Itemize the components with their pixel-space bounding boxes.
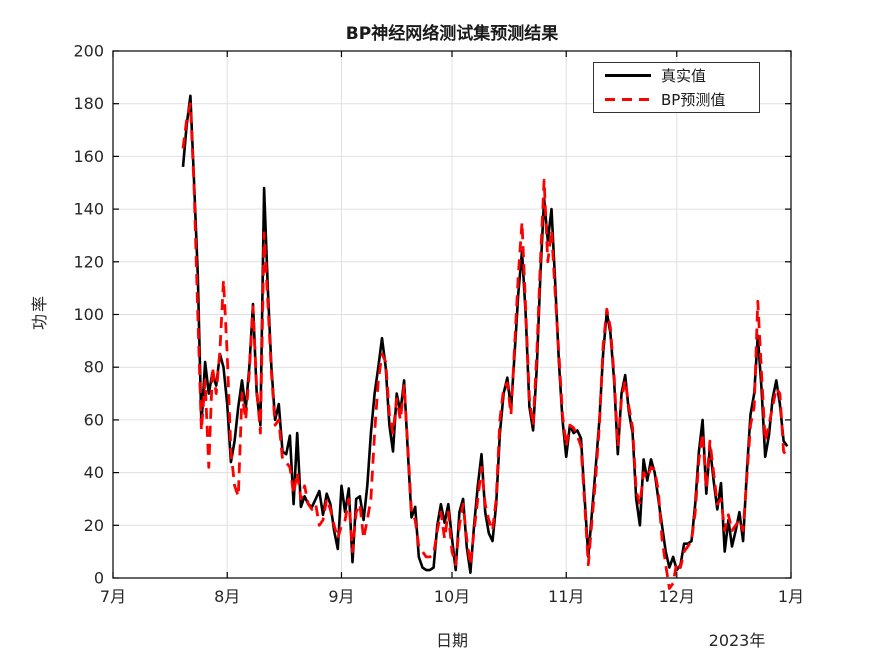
- legend-label-pred: BP预测值: [661, 90, 726, 109]
- chart-title: BP神经网络测试集预测结果: [345, 24, 559, 44]
- x-tick-label: 8月: [214, 587, 240, 606]
- y-tick-label: 60: [84, 410, 104, 429]
- x-tick-label: 9月: [328, 587, 354, 606]
- y-tick-label: 0: [94, 569, 104, 588]
- x-tick-label: 11月: [548, 587, 584, 606]
- pred-series-line: [181, 102, 789, 590]
- y-tick-label: 200: [73, 42, 104, 61]
- y-tick-label: 100: [73, 305, 104, 324]
- y-axis-label: 功率: [30, 293, 49, 331]
- y-tick-label: 120: [73, 252, 104, 271]
- y-tick-label: 80: [84, 358, 104, 377]
- x-tick-label: 10月: [434, 587, 470, 606]
- y-tick-label: 20: [84, 516, 104, 535]
- legend-dashed-line-sample: [605, 97, 651, 101]
- true-series-line: [181, 94, 789, 575]
- x-tick-label: 12月: [659, 587, 695, 606]
- y-tick-label: 40: [84, 463, 104, 482]
- legend-label-true: 真实值: [661, 67, 707, 86]
- x-tick-label: 1月: [778, 587, 804, 606]
- y-tick-label: 160: [73, 147, 104, 166]
- legend-solid-line-sample: [605, 74, 651, 78]
- x-axis-label: 日期: [435, 631, 469, 650]
- y-tick-label: 180: [73, 94, 104, 113]
- legend-entry-true: 真实值: [594, 65, 759, 86]
- x-tick-label: 7月: [100, 587, 126, 606]
- x-axis-year-label: 2023年: [708, 631, 766, 650]
- y-tick-label: 140: [73, 200, 104, 219]
- legend-entry-pred: BP预测值: [594, 89, 759, 110]
- legend: 真实值 BP预测值: [593, 62, 760, 113]
